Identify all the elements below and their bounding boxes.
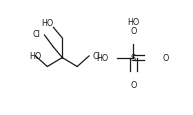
Text: O: O	[130, 27, 136, 36]
Text: HO: HO	[96, 54, 109, 63]
Text: HO: HO	[127, 18, 139, 27]
Text: O: O	[163, 54, 169, 63]
Text: Cl: Cl	[33, 30, 41, 39]
Text: O: O	[130, 80, 136, 89]
Text: HO: HO	[42, 19, 54, 27]
Text: HO: HO	[29, 52, 41, 61]
Text: Cl: Cl	[93, 52, 101, 61]
Text: S: S	[131, 54, 136, 63]
